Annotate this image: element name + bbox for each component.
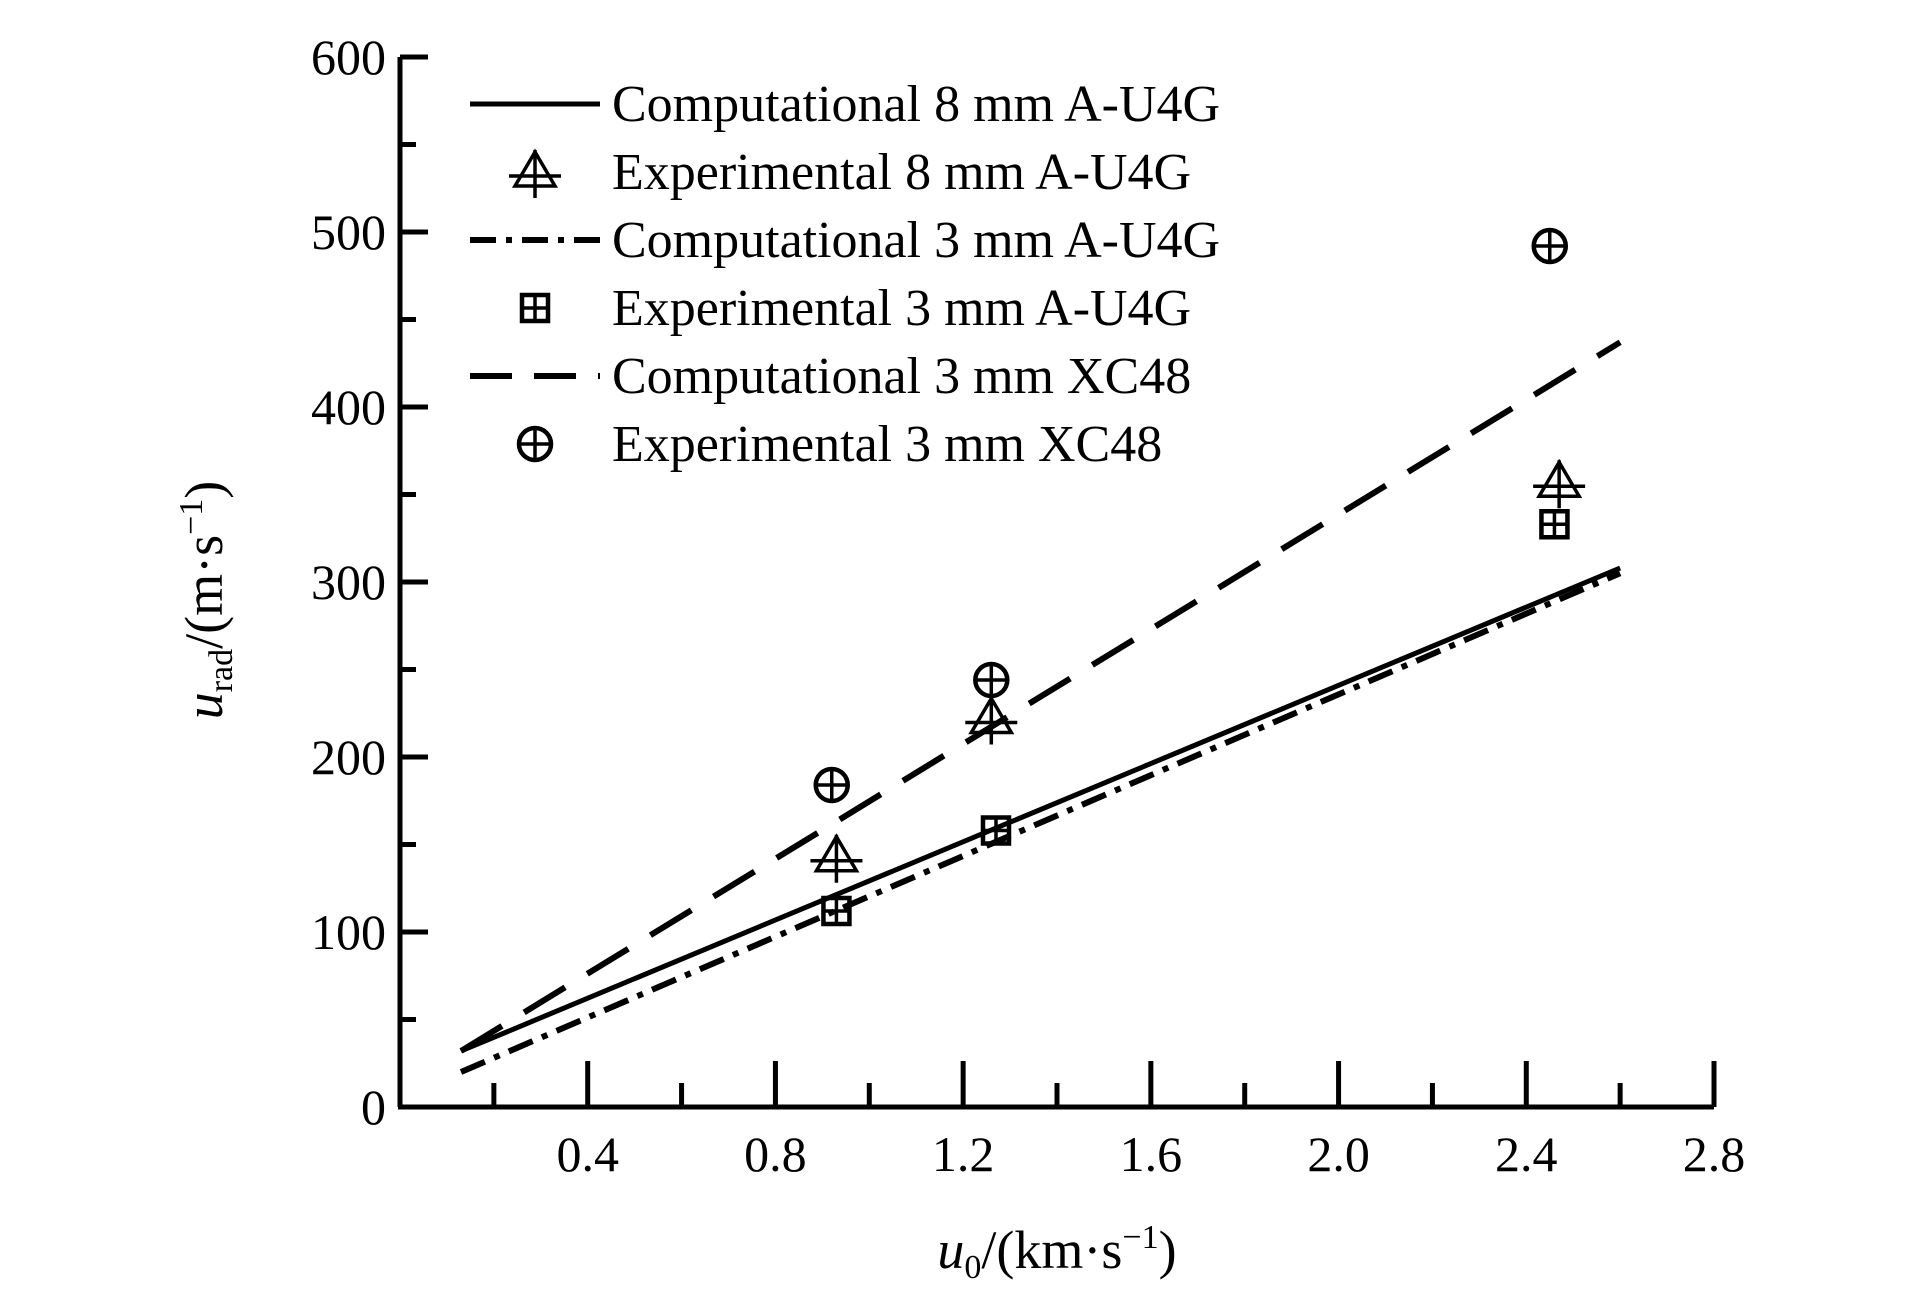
legend-entry: Computational 8 mm A-U4G xyxy=(470,76,1220,133)
x-tick-label: 2.4 xyxy=(1495,1126,1558,1182)
legend-entry: Experimental 8 mm A-U4G xyxy=(509,144,1191,201)
axis-titles: u0/(km·s−1) urad/(m·s−1) xyxy=(173,481,1177,1286)
x-axis-title: u0/(km·s−1) xyxy=(937,1219,1176,1286)
series-4 xyxy=(459,339,1622,1054)
x-tick-label: 2.0 xyxy=(1307,1126,1370,1182)
legend-label: Computational 3 mm A-U4G xyxy=(612,212,1220,269)
x-tick-label: 1.2 xyxy=(932,1126,995,1182)
legend-entry: Experimental 3 mm A-U4G xyxy=(519,280,1191,337)
y-tick-label: 400 xyxy=(311,379,386,435)
series-line xyxy=(459,339,1622,1054)
legend-entry: Experimental 3 mm XC48 xyxy=(516,416,1162,473)
legend-entry: Computational 3 mm A-U4G xyxy=(470,212,1220,269)
x-tick-label: 0.4 xyxy=(556,1126,619,1182)
x-tick-label: 0.8 xyxy=(744,1126,807,1182)
series-2 xyxy=(459,570,1622,1075)
y-axis-title: urad/(m·s−1) xyxy=(173,481,240,720)
y-tick-label: 100 xyxy=(311,904,386,960)
legend-entry: Computational 3 mm XC48 xyxy=(470,348,1191,405)
legend-label: Computational 8 mm A-U4G xyxy=(612,76,1220,133)
series xyxy=(459,227,1622,1075)
series-3 xyxy=(821,509,1570,927)
x-tick-label: 2.8 xyxy=(1683,1126,1746,1182)
series-0 xyxy=(460,565,1622,1054)
series-line xyxy=(459,570,1622,1075)
legend-label: Experimental 3 mm XC48 xyxy=(612,416,1162,473)
legend-label: Experimental 8 mm A-U4G xyxy=(612,144,1191,201)
y-tick-label: 200 xyxy=(311,729,386,785)
y-tick-label: 600 xyxy=(311,29,386,85)
y-tick-label: 500 xyxy=(311,204,386,260)
series-5 xyxy=(813,227,1568,804)
legend-label: Experimental 3 mm A-U4G xyxy=(612,280,1191,337)
series-1 xyxy=(810,458,1586,883)
y-tick-label: 300 xyxy=(311,554,386,610)
ticks: 0 100 200 300 400 500 600 0.4 0.8 1.2 1.6 2.0 2.4 2.8 xyxy=(311,29,1745,1182)
legend-label: Computational 3 mm XC48 xyxy=(612,348,1191,405)
x-tick-label: 1.6 xyxy=(1120,1126,1183,1182)
y-tick-label: 0 xyxy=(361,1079,386,1135)
legend: Computational 8 mm A-U4G Experimental 8 m… xyxy=(470,76,1220,473)
series-line xyxy=(460,565,1622,1054)
